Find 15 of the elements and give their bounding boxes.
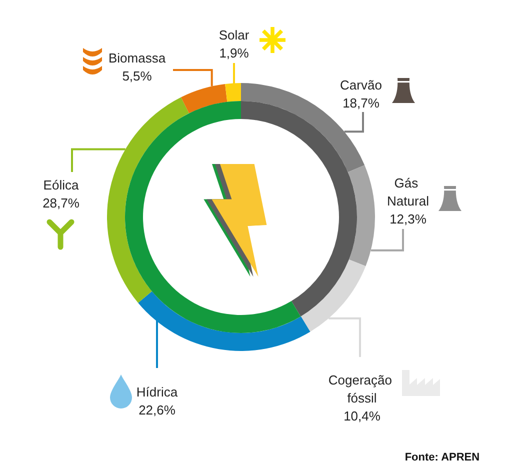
slice-label: Solar	[218, 28, 250, 42]
slice-label: Eólica	[43, 178, 80, 192]
data-label: 22,6%	[138, 402, 176, 418]
data-label: 10,4%	[344, 408, 381, 424]
slice-label: Gás Natural	[387, 176, 430, 208]
data-label: 18,7%	[342, 96, 380, 110]
slice-label: Biomassa	[108, 50, 166, 66]
source-note: Fonte: APREN	[404, 452, 480, 464]
data-label: 5,5%	[122, 68, 152, 84]
slice-label: Carvão	[340, 78, 382, 92]
data-label: 12,3%	[390, 212, 427, 226]
data-label: 1,9%	[219, 46, 250, 60]
data-label: 28,7%	[42, 196, 80, 210]
slice-label: Cogeração fóssil	[328, 372, 396, 406]
slice-label: Hídrica	[136, 384, 178, 400]
